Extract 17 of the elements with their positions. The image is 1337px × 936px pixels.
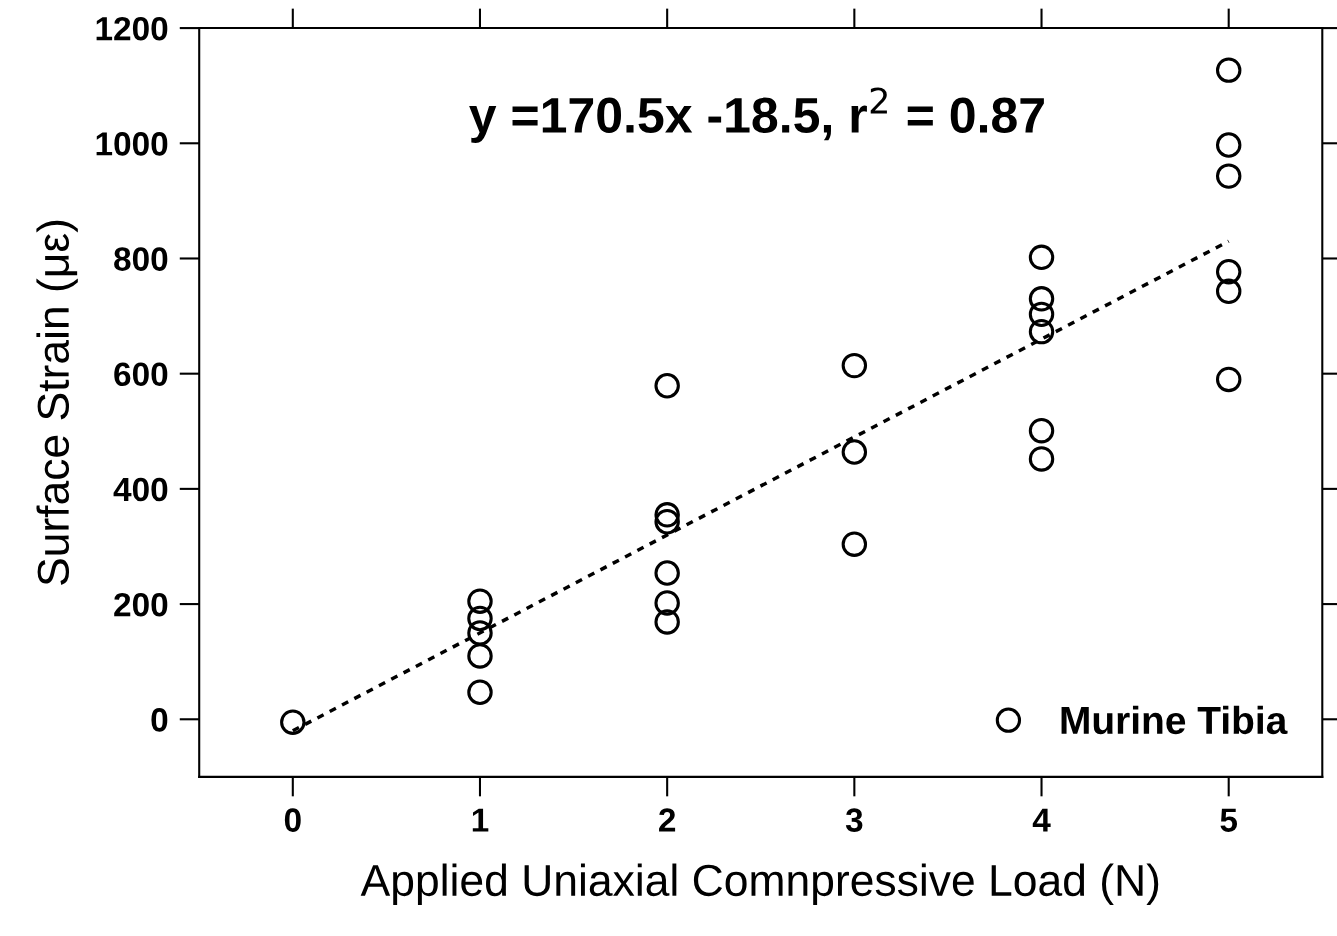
x-tick-label: 2 (659, 808, 676, 832)
y-tick-label: 0 (151, 708, 168, 732)
y-tick-label: 200 (114, 592, 168, 617)
y-tick-label: 400 (113, 477, 168, 502)
y-tick-label: 1000 (96, 132, 168, 156)
y-tick-label: 600 (114, 362, 168, 387)
legend-label: Murine Tibia (1061, 705, 1288, 735)
x-tick-label: 3 (845, 808, 863, 832)
y-tick-label: 1200 (96, 16, 168, 41)
x-axis-title: Applied Uniaxial Comnpressive Load (N) (360, 863, 1159, 905)
x-tick-label: 1 (472, 808, 489, 832)
y-axis-title: Surface Strain (με) (36, 220, 78, 585)
annotation: y =170.5x -18.5, r$^{2}$ = 0.87 (469, 87, 1044, 143)
x-tick-label: 0 (284, 808, 301, 832)
x-tick-label: 4 (1032, 808, 1051, 832)
x-tick-label: 5 (1220, 808, 1238, 832)
y-tick-label: 800 (114, 247, 168, 271)
